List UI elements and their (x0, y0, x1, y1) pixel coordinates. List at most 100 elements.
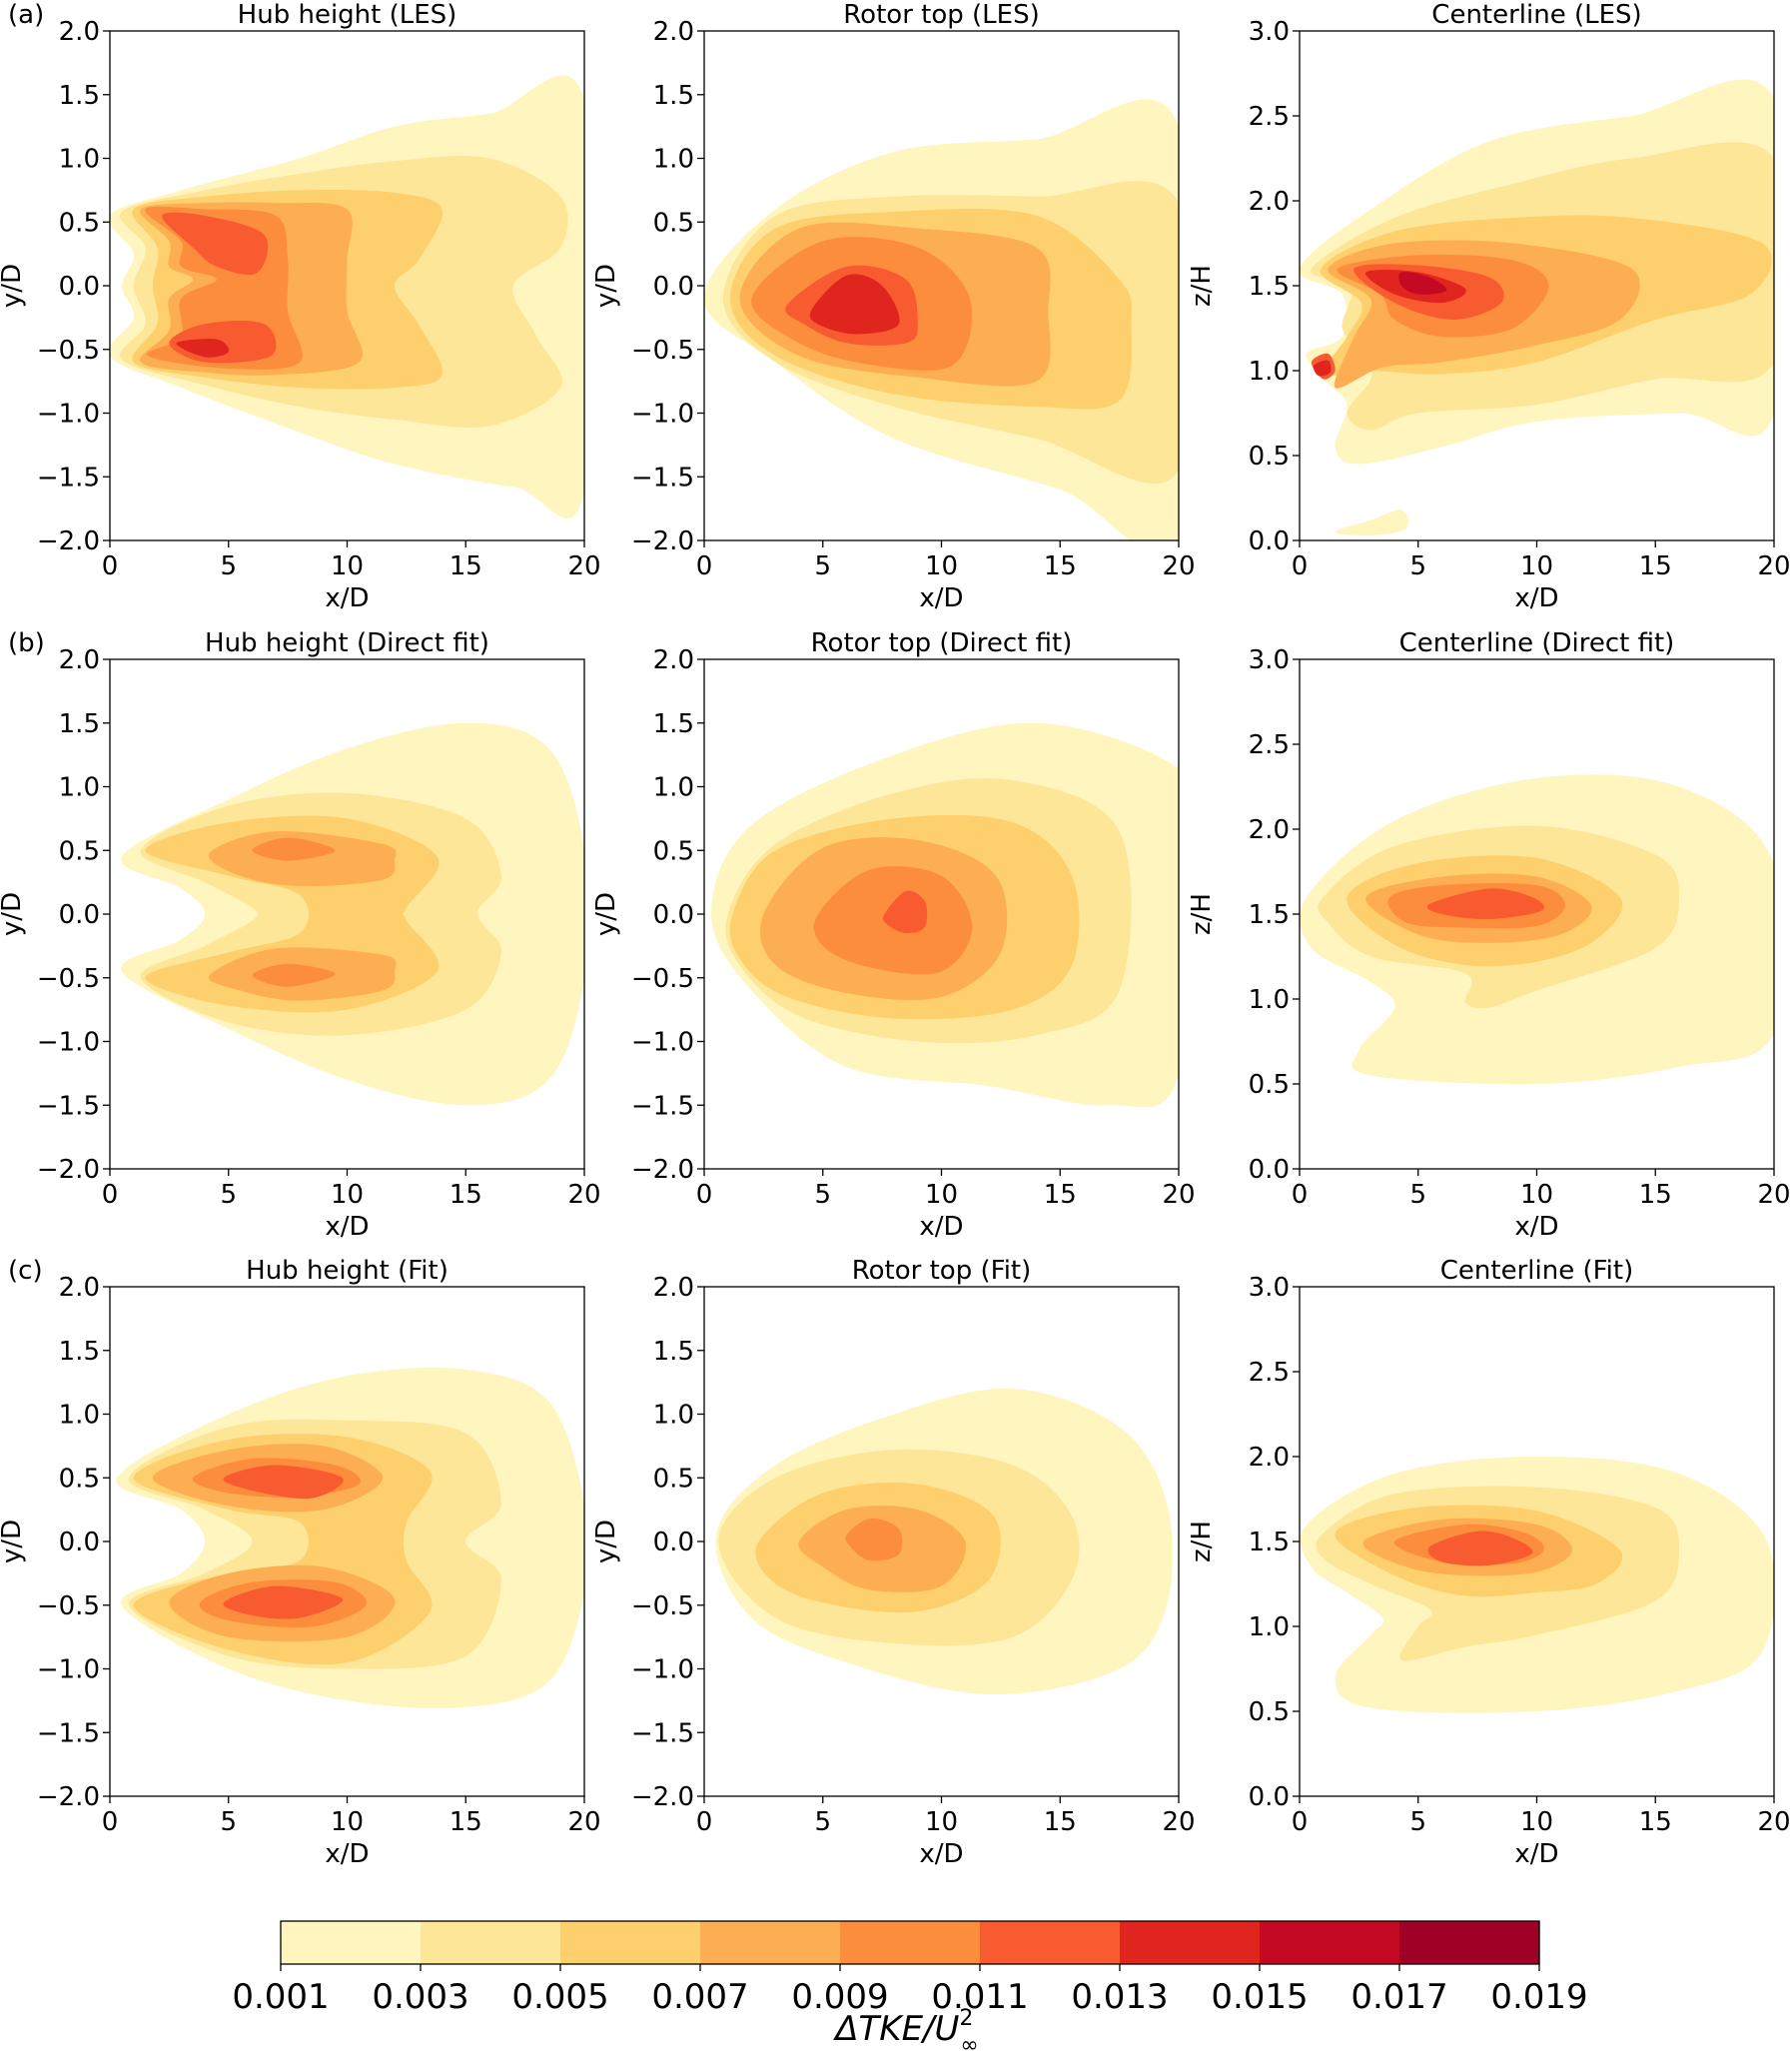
colorbar-swatch (1399, 1921, 1540, 1964)
contour-level-0.011 (162, 212, 269, 276)
contour-fill-group (704, 99, 1179, 540)
x-tick-label: 0 (102, 551, 119, 581)
y-tick-label: 1.5 (59, 1337, 100, 1367)
y-tick-label: 0.0 (59, 272, 100, 302)
subplot-6: 0 5 10 15 20 0.0 0.5 1.0 1.5 2.0 2.5 3.0 Centerline … (1187, 628, 1791, 1242)
row-label: (b) (8, 628, 45, 658)
y-tick-label: 1.0 (653, 145, 694, 175)
subplot-9: 0 5 10 15 20 0.0 0.5 1.0 1.5 2.0 2.5 3.0 Centerline … (1187, 1256, 1791, 1869)
x-tick-label: 20 (567, 1180, 600, 1210)
colorbar-tick-label: 0.013 (1071, 1977, 1168, 2017)
y-tick-label: −1.0 (37, 400, 100, 430)
y-tick-label: 1.5 (653, 81, 694, 111)
x-tick-label: 5 (814, 1807, 831, 1837)
x-tick-label: 20 (567, 551, 600, 581)
y-tick-label: 1.0 (653, 773, 694, 803)
subplot-5: 0 5 10 15 20 −2.0 −1.5 −1.0 −0.5 0.0 0.5 1.0 1.5 2.0 R… (591, 628, 1196, 1242)
x-tick-label: 10 (1520, 1180, 1553, 1210)
y-tick-label: 0.5 (1249, 1070, 1290, 1100)
y-tick-label: 2.0 (653, 17, 694, 47)
y-tick-label: −1.0 (631, 1028, 694, 1058)
contour-fill-group (715, 1388, 1174, 1695)
colorbar-label-sup: 2 (959, 2006, 973, 2031)
y-tick-label: 0.0 (1249, 1155, 1290, 1185)
y-tick-label: 0.0 (653, 1528, 694, 1557)
y-tick-label: 2.5 (1249, 730, 1290, 760)
contour-level-0.013 (809, 274, 900, 335)
colorbar-swatch (700, 1921, 841, 1964)
subplot-grid: 0 5 10 15 20 −2.0 −1.5 −1.0 −0.5 0.0 0.5 1.0 1.5 2.0 H… (0, 0, 1791, 1869)
y-tick-label: 1.0 (1249, 1612, 1290, 1642)
x-tick-label: 0 (696, 1807, 713, 1837)
y-axis-label: y/D (0, 264, 27, 308)
x-tick-label: 15 (449, 551, 482, 581)
x-tick-label: 20 (567, 1807, 600, 1837)
colorbar-tick-label: 0.001 (232, 1977, 329, 2017)
x-tick-label: 10 (331, 551, 364, 581)
colorbar-swatch (281, 1921, 422, 1964)
y-tick-label: 0.5 (1249, 442, 1290, 472)
colorbar-tick-label: 0.019 (1490, 1977, 1587, 2017)
x-tick-label: 0 (696, 551, 713, 581)
subplot-title: Hub height (LES) (238, 0, 457, 30)
y-tick-label: 3.0 (1249, 645, 1290, 675)
y-tick-label: 0.5 (653, 836, 694, 866)
y-tick-label: 2.0 (1249, 815, 1290, 845)
y-tick-label: 0.5 (59, 208, 100, 238)
y-tick-label: 3.0 (1249, 17, 1290, 47)
row-label: (c) (8, 1256, 43, 1286)
y-tick-label: 0.5 (653, 208, 694, 238)
contour-level-0.009 (252, 963, 336, 987)
subplot-title: Rotor top (LES) (843, 0, 1039, 30)
y-tick-label: 0.0 (653, 272, 694, 302)
x-tick-label: 20 (1757, 1180, 1790, 1210)
subplot-title: Centerline (Fit) (1440, 1256, 1633, 1286)
y-tick-label: −2.0 (37, 526, 100, 556)
y-tick-label: 0.0 (653, 900, 694, 930)
contour-fill-group (1300, 1457, 1774, 1713)
colorbar-tick-label: 0.011 (931, 1977, 1028, 2017)
colorbar: 0.001 0.003 0.005 0.007 0.009 0.011 0.013 0.015… (232, 1920, 1588, 2051)
x-axis-label: x/D (1514, 583, 1558, 613)
subplot-7: 0 5 10 15 20 −2.0 −1.5 −1.0 −0.5 0.0 0.5 1.0 1.5 2.0 H… (0, 1256, 601, 1869)
contour-level-0.011 (223, 1585, 344, 1619)
x-tick-label: 15 (1044, 551, 1077, 581)
contour-level-0.013 (176, 339, 230, 358)
y-tick-label: −1.5 (37, 463, 100, 493)
y-tick-label: 1.5 (1249, 900, 1290, 930)
y-axis-label: y/D (591, 1520, 621, 1563)
y-tick-label: 2.0 (1249, 1443, 1290, 1473)
y-tick-label: 2.0 (59, 645, 100, 675)
x-tick-label: 0 (102, 1807, 119, 1837)
subplot-title: Centerline (Direct fit) (1399, 628, 1675, 658)
row-label: (a) (8, 0, 44, 30)
colorbar-swatch (1120, 1921, 1261, 1964)
y-tick-label: −1.0 (37, 1655, 100, 1685)
x-tick-label: 20 (1162, 1807, 1195, 1837)
x-tick-label: 20 (1757, 1807, 1790, 1837)
contour-fill-group (1300, 774, 1774, 1085)
x-tick-label: 10 (1520, 1807, 1553, 1837)
y-axis-label: y/D (0, 892, 27, 936)
colorbar-tick-label: 0.017 (1350, 1977, 1447, 2017)
y-tick-label: −0.5 (37, 964, 100, 994)
y-tick-label: 0.5 (1249, 1697, 1290, 1727)
contour-fill-group (1300, 79, 1774, 536)
contour-fill-group (121, 722, 584, 1106)
x-tick-label: 20 (1162, 1180, 1195, 1210)
y-tick-label: −0.5 (37, 1591, 100, 1621)
y-axis-label: z/H (1187, 1521, 1217, 1562)
y-tick-label: −1.5 (37, 1091, 100, 1121)
subplot-8: 0 5 10 15 20 −2.0 −1.5 −1.0 −0.5 0.0 0.5 1.0 1.5 2.0 R… (591, 1256, 1196, 1869)
y-tick-label: 1.0 (59, 1401, 100, 1431)
y-axis-label: z/H (1187, 893, 1217, 935)
y-tick-label: 2.0 (1249, 187, 1290, 217)
subplot-title: Rotor top (Direct fit) (811, 628, 1073, 658)
y-tick-label: 0.0 (1249, 526, 1290, 556)
contour-level-0.011 (223, 1465, 344, 1500)
y-tick-label: 2.5 (1249, 102, 1290, 132)
x-tick-label: 5 (1409, 551, 1426, 581)
y-tick-label: 0.0 (59, 900, 100, 930)
x-tick-label: 0 (696, 1180, 713, 1210)
